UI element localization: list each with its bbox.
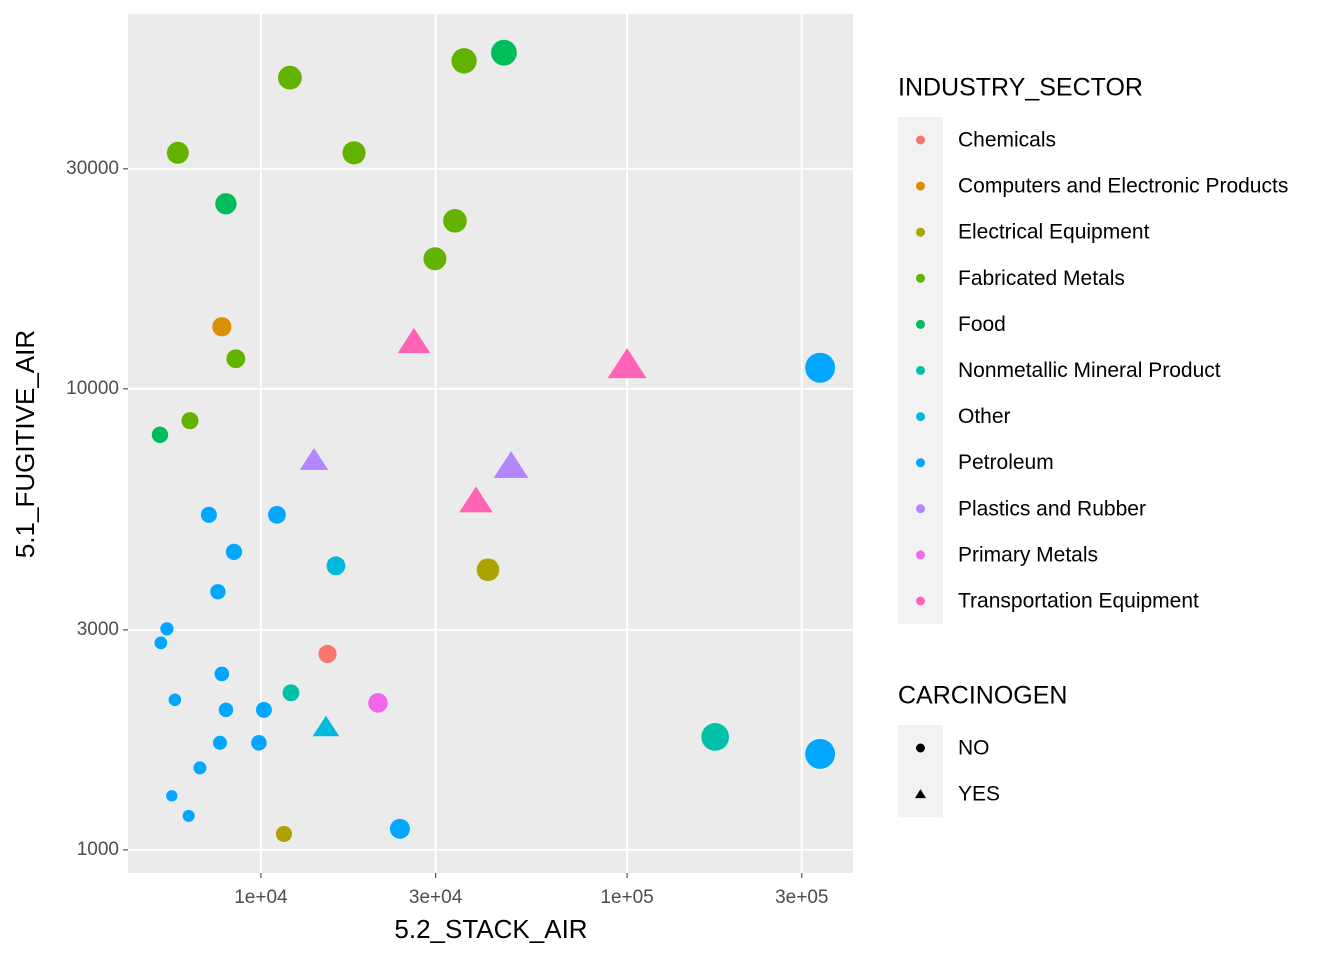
x-tick-label: 3e+04 xyxy=(409,887,463,908)
y-tick-label: 1000 xyxy=(77,839,119,860)
point xyxy=(491,39,517,66)
legend-label: Nonmetallic Mineral Product xyxy=(958,359,1221,382)
x-tick-label: 3e+05 xyxy=(775,887,828,908)
point xyxy=(326,556,346,576)
legend-key xyxy=(916,366,925,375)
point xyxy=(200,506,217,523)
point xyxy=(226,349,246,369)
x-axis-title: 5.2_STACK_AIR xyxy=(394,914,587,944)
legend-key xyxy=(916,504,925,514)
point xyxy=(275,825,293,842)
legend-label: Chemicals xyxy=(958,129,1056,152)
point xyxy=(212,735,227,750)
point xyxy=(451,48,477,74)
point xyxy=(193,761,207,775)
legend-key xyxy=(915,789,926,799)
point xyxy=(476,558,500,582)
legend-key xyxy=(916,743,925,753)
point xyxy=(389,818,410,839)
point xyxy=(368,693,388,713)
point xyxy=(151,426,169,444)
legend-label: Other xyxy=(958,405,1011,428)
point xyxy=(805,738,836,769)
point xyxy=(154,636,168,650)
point xyxy=(701,723,730,751)
legend-key-bg xyxy=(898,725,943,818)
y-tick-label: 30000 xyxy=(66,158,119,179)
point xyxy=(282,684,300,702)
point xyxy=(166,790,178,802)
panel xyxy=(128,14,853,873)
point xyxy=(181,412,199,430)
triangle-point xyxy=(312,715,340,737)
legend-label: Primary Metals xyxy=(958,543,1098,566)
point xyxy=(278,65,302,90)
point xyxy=(160,622,174,636)
legend-label: Transportation Equipment xyxy=(958,590,1199,613)
legend-label: Petroleum xyxy=(958,451,1054,474)
point xyxy=(443,208,467,233)
point xyxy=(212,317,232,337)
legend-key xyxy=(916,458,925,468)
legend-key xyxy=(916,135,925,145)
legend-key xyxy=(916,181,925,191)
triangle-point xyxy=(299,447,329,470)
legend-title: INDUSTRY_SECTOR xyxy=(898,74,1143,102)
triangle-point xyxy=(493,451,529,479)
legend-key xyxy=(916,412,925,422)
legend-label: YES xyxy=(958,783,1000,806)
point xyxy=(251,735,267,751)
point xyxy=(423,247,447,271)
legend-key xyxy=(916,596,925,606)
point xyxy=(318,644,337,664)
legend-label: Electrical Equipment xyxy=(958,221,1150,244)
triangle-point xyxy=(607,348,647,379)
legend-title: CARCINOGEN xyxy=(898,682,1067,710)
legend-key xyxy=(916,550,925,560)
point xyxy=(182,809,195,822)
point xyxy=(218,702,234,718)
point xyxy=(805,352,836,383)
x-tick-label: 1e+04 xyxy=(234,887,288,908)
legend-key xyxy=(916,273,925,283)
point xyxy=(166,141,189,164)
point xyxy=(255,701,272,718)
point xyxy=(215,193,237,215)
legend-label: Plastics and Rubber xyxy=(958,497,1146,520)
point xyxy=(342,141,366,165)
legend-key xyxy=(916,227,925,237)
y-axis-title: 5.1_FUGITIVE_AIR xyxy=(10,330,40,558)
point xyxy=(168,693,182,707)
point xyxy=(225,543,243,560)
y-tick-label: 10000 xyxy=(66,378,119,399)
legend-label: NO xyxy=(958,737,990,760)
point xyxy=(268,505,286,524)
triangle-point xyxy=(459,486,493,513)
triangle-point xyxy=(397,327,431,354)
point xyxy=(210,584,226,600)
point xyxy=(214,666,230,682)
legend-label: Food xyxy=(958,313,1006,336)
y-tick-label: 3000 xyxy=(77,619,119,640)
legend-label: Computers and Electronic Products xyxy=(958,175,1288,198)
x-tick-label: 1e+05 xyxy=(600,887,653,908)
legend-key xyxy=(916,319,925,329)
legend-label: Fabricated Metals xyxy=(958,267,1125,290)
